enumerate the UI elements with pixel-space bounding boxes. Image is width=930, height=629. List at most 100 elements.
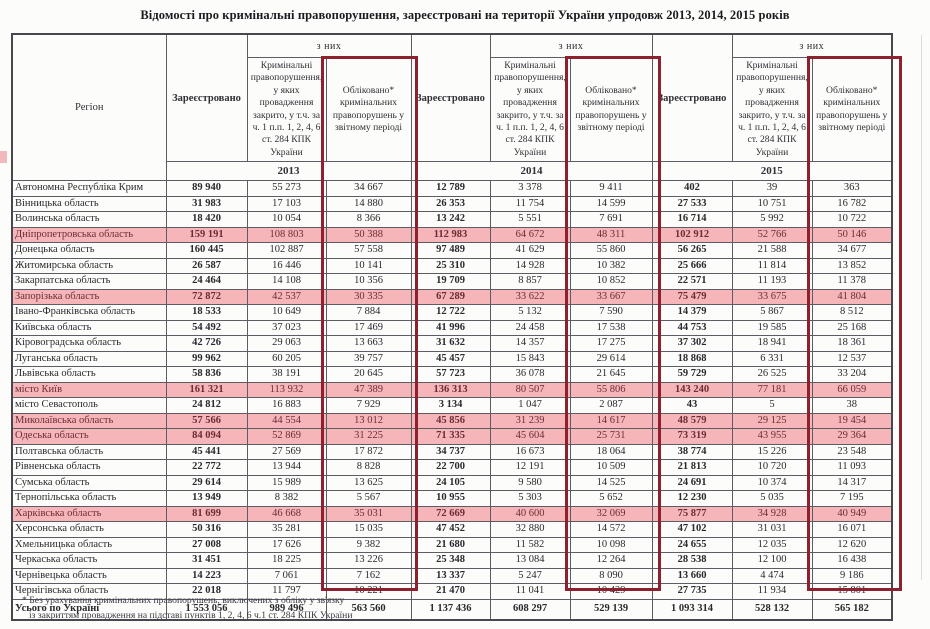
value-cell: 80 507: [489, 381, 571, 398]
table-row: Кіровоградська область 42 726 29 063 13 663…: [11, 335, 893, 352]
value-cell: 48 311: [569, 226, 653, 243]
registered-header: Зареєстровано: [410, 33, 491, 162]
value-cell: 112 983: [410, 226, 491, 243]
value-cell: 13 663: [325, 335, 412, 352]
value-cell: 11 193: [731, 273, 813, 290]
closed-cases-header: Кримінальні правопорушення, у яких прова…: [731, 57, 813, 162]
table-row: Дніпропетровська область 159 191 108 803 50…: [11, 226, 893, 243]
value-cell: 33 675: [731, 288, 813, 305]
value-cell: 14 928: [489, 257, 571, 274]
table-row: місто Севастополь 24 812 16 883 7 929 3 134 1…: [11, 397, 893, 414]
value-cell: 11 093: [811, 459, 893, 476]
value-cell: 38 191: [246, 366, 327, 383]
value-cell: 47 102: [651, 521, 733, 538]
value-cell: 20 645: [325, 366, 412, 383]
value-cell: 14 379: [651, 304, 733, 321]
value-cell: 56 265: [651, 242, 733, 259]
value-cell: 13 944: [246, 459, 327, 476]
accounted-header: Обліковано* кримінальних правопорушень у…: [325, 57, 412, 162]
value-cell: 25 168: [811, 319, 893, 336]
value-cell: 5 132: [489, 304, 571, 321]
value-cell: 22 772: [165, 459, 248, 476]
region-cell: Київська область: [11, 319, 167, 336]
value-cell: 41 996: [410, 319, 491, 336]
value-cell: 14 223: [165, 567, 248, 584]
value-cell: 10 955: [410, 490, 491, 507]
table-row: Чернігівська область 22 018 11 797 10 221 21…: [11, 583, 893, 600]
value-cell: 5 303: [489, 490, 571, 507]
value-cell: 13 625: [325, 474, 412, 491]
table-row: місто Київ 161 321 113 932 47 389 136 313 80 …: [11, 381, 893, 398]
value-cell: 16 071: [811, 521, 893, 538]
value-cell: 9 411: [569, 180, 653, 197]
value-cell: 89 940: [165, 180, 248, 197]
value-cell: 27 533: [651, 195, 733, 212]
value-cell: 7 884: [325, 304, 412, 321]
value-cell: 136 313: [410, 381, 491, 398]
value-cell: 25 666: [651, 257, 733, 274]
value-cell: 108 803: [246, 226, 327, 243]
value-cell: 29 063: [246, 335, 327, 352]
region-cell: Вінницька область: [11, 195, 167, 212]
table-body: Автономна Республіка Крим 89 940 55 273 34 …: [11, 180, 893, 620]
value-cell: 66 059: [811, 381, 893, 398]
region-header: Регіон: [11, 33, 167, 181]
value-cell: 42 537: [246, 288, 327, 305]
value-cell: 608 297: [489, 598, 571, 620]
value-cell: 8 090: [569, 567, 653, 584]
value-cell: 10 649: [246, 304, 327, 321]
value-cell: 31 451: [165, 552, 248, 569]
value-cell: 37 023: [246, 319, 327, 336]
value-cell: 1 137 436: [410, 598, 491, 620]
value-cell: 47 389: [325, 381, 412, 398]
region-cell: Рівненська область: [11, 459, 167, 476]
region-cell: Львівська область: [11, 366, 167, 383]
crime-statistics-table: Регіон Зареєстровано з них Зареєстровано…: [11, 33, 893, 621]
value-cell: 13 226: [325, 552, 412, 569]
value-cell: 3 134: [410, 397, 491, 414]
table-row: Закарпатська область 24 464 14 108 10 356 19…: [11, 273, 893, 290]
table-row: Полтавська область 45 441 27 569 17 872 34 7…: [11, 443, 893, 460]
year-header-2015: 2015: [651, 161, 893, 181]
year-header-2014: 2014: [410, 161, 653, 181]
region-cell: Луганська область: [11, 350, 167, 367]
value-cell: 57 558: [325, 242, 412, 259]
scan-edge-artifact: [921, 35, 922, 580]
value-cell: 565 182: [811, 598, 893, 620]
of-them-header: з них: [489, 33, 653, 58]
value-cell: 10 382: [569, 257, 653, 274]
value-cell: 18 941: [731, 335, 813, 352]
value-cell: 50 316: [165, 521, 248, 538]
table-row: Хмельницька область 27 008 17 626 9 382 21 6…: [11, 536, 893, 553]
value-cell: 45 441: [165, 443, 248, 460]
page-title: Відомості про кримінальні правопорушення…: [140, 8, 790, 22]
value-cell: 21 680: [410, 536, 491, 553]
value-cell: 1 553 056: [165, 598, 248, 620]
value-cell: 11 754: [489, 195, 571, 212]
value-cell: 12 537: [811, 350, 893, 367]
value-cell: 24 812: [165, 397, 248, 414]
value-cell: 72 669: [410, 505, 491, 522]
value-cell: 9 186: [811, 567, 893, 584]
value-cell: 7 929: [325, 397, 412, 414]
value-cell: 11 041: [489, 583, 571, 600]
table-row: Автономна Республіка Крим 89 940 55 273 34 …: [11, 180, 893, 197]
value-cell: 17 469: [325, 319, 412, 336]
value-cell: 15 801: [811, 583, 893, 600]
value-cell: 18 420: [165, 211, 248, 228]
table-row: Луганська область 99 962 60 205 39 757 45 45…: [11, 350, 893, 367]
region-cell: Автономна Республіка Крим: [11, 180, 167, 197]
value-cell: 13 012: [325, 412, 412, 429]
value-cell: 14 317: [811, 474, 893, 491]
value-cell: 57 723: [410, 366, 491, 383]
region-cell: місто Київ: [11, 381, 167, 398]
value-cell: 11 814: [731, 257, 813, 274]
value-cell: 34 667: [325, 180, 412, 197]
value-cell: 102 887: [246, 242, 327, 259]
region-cell: Одеська область: [11, 428, 167, 445]
value-cell: 16 438: [811, 552, 893, 569]
value-cell: 55 860: [569, 242, 653, 259]
value-cell: 19 454: [811, 412, 893, 429]
table-row: Черкаська область 31 451 18 225 13 226 25 34…: [11, 552, 893, 569]
value-cell: 528 132: [731, 598, 813, 620]
